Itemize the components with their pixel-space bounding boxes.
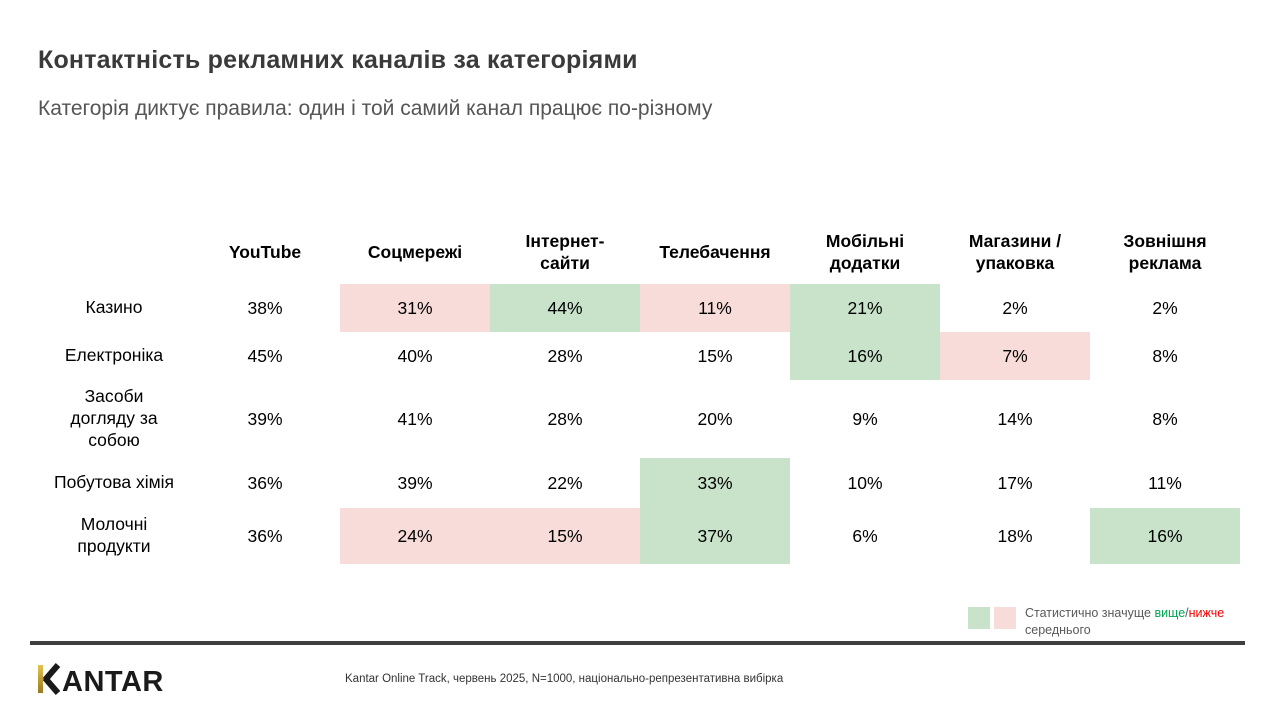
table-row: Електроніка 45% 40% 28% 15% 16% 7% 8% [38, 332, 1240, 380]
value-cell: 2% [1152, 297, 1178, 318]
table-row: Молочні продукти 36% 24% 15% 37% 6% 18% 16% [38, 508, 1240, 564]
table-row: Побутова хімія 36% 39% 22% 33% 10% 17% 11% [38, 458, 1240, 508]
legend-text: Статистично значуще вище/нижче середньог… [1025, 605, 1247, 639]
value-cell: 41% [397, 408, 433, 429]
table-corner [38, 222, 190, 284]
value-cell: 9% [852, 408, 878, 429]
value-cell: 33% [640, 458, 790, 508]
value-cell: 10% [847, 472, 883, 493]
value-cell: 36% [247, 525, 283, 546]
value-cell: 39% [397, 472, 433, 493]
lower-swatch-icon [994, 607, 1016, 629]
value-cell: 38% [247, 297, 283, 318]
kantar-k-stem-gold-bar [38, 665, 43, 693]
value-cell: 28% [547, 345, 583, 366]
row-label: Побутова хімія [54, 472, 174, 493]
kantar-logo-svg: ANTAR [38, 663, 164, 698]
page-subtitle: Категорія диктує правила: один і той сам… [38, 97, 713, 120]
kantar-logo: ANTAR [36, 663, 181, 700]
row-label: Засоби догляду за собою [70, 386, 158, 450]
column-header: Телебачення [659, 242, 771, 263]
value-cell: 36% [247, 472, 283, 493]
legend-suffix: середнього [1025, 622, 1091, 637]
higher-swatch-icon [968, 607, 990, 629]
value-cell: 24% [340, 508, 490, 564]
kantar-logo-text: ANTAR [62, 666, 164, 695]
value-cell: 45% [247, 345, 283, 366]
significance-legend: Статистично значуще вище/нижче середньог… [968, 605, 1247, 639]
legend-prefix: Статистично значуще [1025, 606, 1155, 620]
column-header: Мобільні додатки [825, 231, 905, 273]
source-note: Kantar Online Track, червень 2025, N=100… [345, 673, 784, 685]
legend-lower-word: нижче [1188, 606, 1225, 620]
legend-higher-word: вище [1154, 606, 1186, 620]
kantar-k-lower-arm [42, 676, 61, 695]
legend-separator: / [1185, 606, 1189, 620]
value-cell: 11% [1148, 472, 1182, 493]
row-label: Молочні продукти [77, 514, 151, 556]
value-cell: 15% [697, 345, 733, 366]
value-cell: 6% [852, 525, 878, 546]
column-header: Магазини / упаковка [968, 231, 1062, 273]
value-cell: 18% [997, 525, 1033, 546]
value-cell: 17% [997, 472, 1033, 493]
value-cell: 20% [697, 408, 733, 429]
value-cell: 37% [640, 508, 790, 564]
value-cell: 16% [790, 332, 940, 380]
page-title: Контактність рекламних каналів за катего… [38, 46, 638, 74]
value-cell: 14% [997, 408, 1033, 429]
value-cell: 11% [640, 284, 790, 332]
column-header: Соцмережі [367, 242, 463, 263]
value-cell: 16% [1090, 508, 1240, 564]
value-cell: 22% [547, 472, 583, 493]
column-header: YouTube [228, 242, 302, 263]
column-header: Інтернет- сайти [525, 231, 605, 273]
value-cell: 15% [490, 508, 640, 564]
value-cell: 21% [790, 284, 940, 332]
value-cell: 8% [1152, 345, 1178, 366]
row-label: Електроніка [64, 345, 164, 366]
table-row: Засоби догляду за собою 39% 41% 28% 20% 9% 14%… [38, 380, 1240, 458]
table-header-row: YouTube Соцмережі Інтернет- сайти Телебачен… [38, 222, 1240, 284]
value-cell: 44% [490, 284, 640, 332]
footer-divider [30, 641, 1245, 645]
value-cell: 31% [340, 284, 490, 332]
value-cell: 2% [1002, 297, 1028, 318]
column-header: Зовнішня реклама [1123, 231, 1207, 273]
value-cell: 39% [247, 408, 283, 429]
value-cell: 7% [940, 332, 1090, 380]
value-cell: 8% [1152, 408, 1178, 429]
row-label: Казино [85, 297, 143, 318]
table-row: Казино 38% 31% 44% 11% 21% 2% 2% [38, 284, 1240, 332]
contact-table: YouTube Соцмережі Інтернет- сайти Телебачен… [38, 222, 1240, 564]
value-cell: 40% [397, 345, 433, 366]
value-cell: 28% [547, 408, 583, 429]
